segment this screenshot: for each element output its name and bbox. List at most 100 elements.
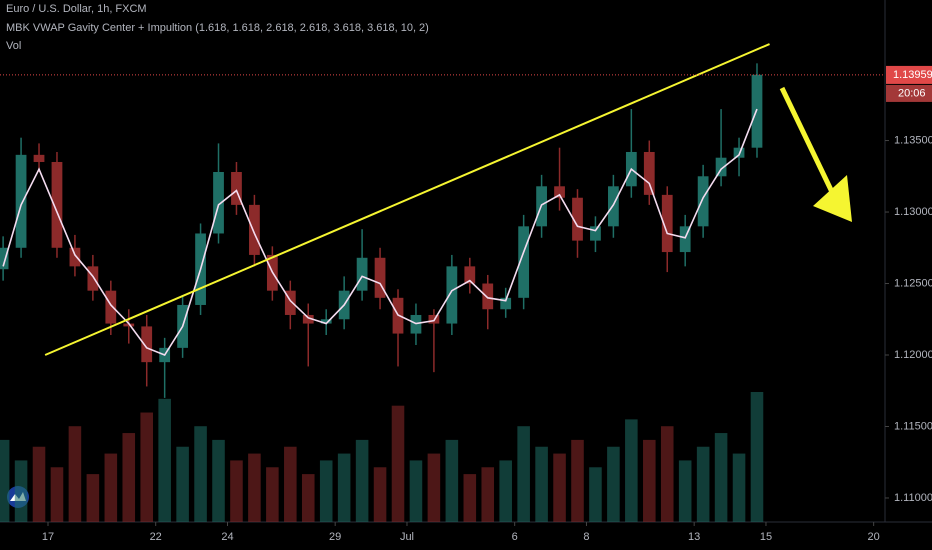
candle-body [0, 247, 9, 270]
candle-body [231, 171, 242, 205]
x-tick-label: Jul [400, 531, 414, 543]
volume-bar [158, 398, 171, 522]
arrow-head [813, 175, 852, 222]
volume-bar [0, 439, 10, 522]
y-tick-label: 1.12500 [894, 277, 932, 289]
volume-bar [696, 446, 710, 522]
x-tick-label: 29 [329, 531, 341, 543]
candle-body [661, 194, 673, 253]
y-tick-label: 1.11500 [894, 420, 932, 432]
volume-bar [68, 426, 82, 522]
volume-bar [266, 467, 279, 522]
volume-bar [32, 446, 46, 522]
candle-body [320, 319, 332, 324]
volume-bar [373, 467, 387, 522]
volume-bar [750, 392, 764, 522]
indicator-label: MBK VWAP Gavity Center + Impultion (1.61… [6, 22, 429, 34]
candle-body [87, 266, 99, 291]
candle-body [500, 297, 512, 310]
volume-bar [230, 460, 243, 522]
price-label: 1.13959 [893, 69, 932, 81]
volume-bar [660, 426, 674, 522]
candle-body [697, 176, 709, 227]
volume-bar [319, 460, 333, 522]
volume-bar [140, 412, 153, 522]
volume-bar [643, 439, 656, 522]
candle-body [213, 171, 224, 234]
x-tick-label: 20 [868, 531, 880, 543]
volume-bar [535, 446, 548, 522]
x-tick-label: 8 [583, 531, 589, 543]
arrow-annotation [779, 86, 852, 222]
volume-bar [176, 446, 189, 522]
y-tick-label: 1.13500 [894, 134, 932, 146]
volume-bar [571, 439, 584, 522]
countdown-box [886, 84, 932, 102]
candle-body [51, 161, 63, 248]
price-label-box [886, 65, 932, 84]
volume-bar [194, 426, 207, 522]
candle-body [554, 186, 565, 198]
y-tick-label: 1.12000 [894, 349, 932, 361]
vwap-line [2, 108, 758, 356]
volume-bar [678, 460, 692, 522]
x-tick-label: 17 [42, 531, 54, 543]
volume-bar [50, 467, 64, 522]
candle-body [105, 290, 117, 324]
candle-body [679, 226, 691, 253]
volume-bar [248, 453, 261, 522]
countdown-label: 20:06 [898, 87, 926, 99]
candle-body [33, 154, 45, 162]
candle-body [590, 226, 601, 241]
candle-body [572, 197, 583, 241]
volume-bar [445, 439, 459, 522]
x-tick-label: 24 [221, 531, 233, 543]
volume-bar [212, 439, 225, 522]
x-tick-label: 22 [150, 531, 162, 543]
volume-bar [714, 433, 728, 522]
chart-title: Euro / U.S. Dollar, 1h, FXCM [6, 3, 147, 15]
x-tick-label: 15 [760, 531, 772, 543]
candle-body [482, 283, 494, 310]
candle-body [302, 314, 314, 324]
candle-body [69, 247, 81, 267]
candle-body [715, 157, 727, 177]
volume-bar [284, 446, 297, 522]
volume-bar [499, 460, 512, 522]
volume-bar [625, 419, 638, 522]
volume-bar [553, 453, 566, 522]
volume-bar [427, 453, 441, 522]
volume-bar [409, 460, 423, 522]
volume-bar [104, 453, 118, 522]
candle-body [249, 204, 260, 255]
arrow-shaft [779, 86, 835, 194]
volume-bar [301, 474, 315, 522]
candle-body [374, 257, 386, 298]
volume-bar [517, 426, 530, 522]
candle-body [518, 226, 530, 298]
y-tick-label: 1.11000 [894, 492, 932, 504]
volume-bar [589, 467, 602, 522]
volume-label: Vol [6, 40, 21, 52]
candle-body [15, 154, 27, 248]
volume-bar [391, 405, 405, 522]
volume-bar [14, 460, 28, 522]
x-tick-label: 13 [688, 531, 700, 543]
candle-body [284, 290, 296, 315]
candle-body [464, 266, 476, 284]
volume-bar [732, 453, 746, 522]
candle-body [141, 326, 153, 363]
volume-bar [463, 474, 477, 522]
trend-line [44, 43, 770, 356]
volume-bar [481, 467, 495, 522]
candle-body [643, 151, 655, 195]
candle-body [123, 323, 135, 327]
candle-body [608, 186, 619, 227]
volume-bar [122, 433, 136, 522]
y-tick-label: 1.13000 [894, 206, 932, 218]
volume-bar [337, 453, 351, 522]
candle-body [446, 266, 458, 324]
volume-bars [0, 392, 764, 522]
volume-bar [355, 439, 369, 522]
